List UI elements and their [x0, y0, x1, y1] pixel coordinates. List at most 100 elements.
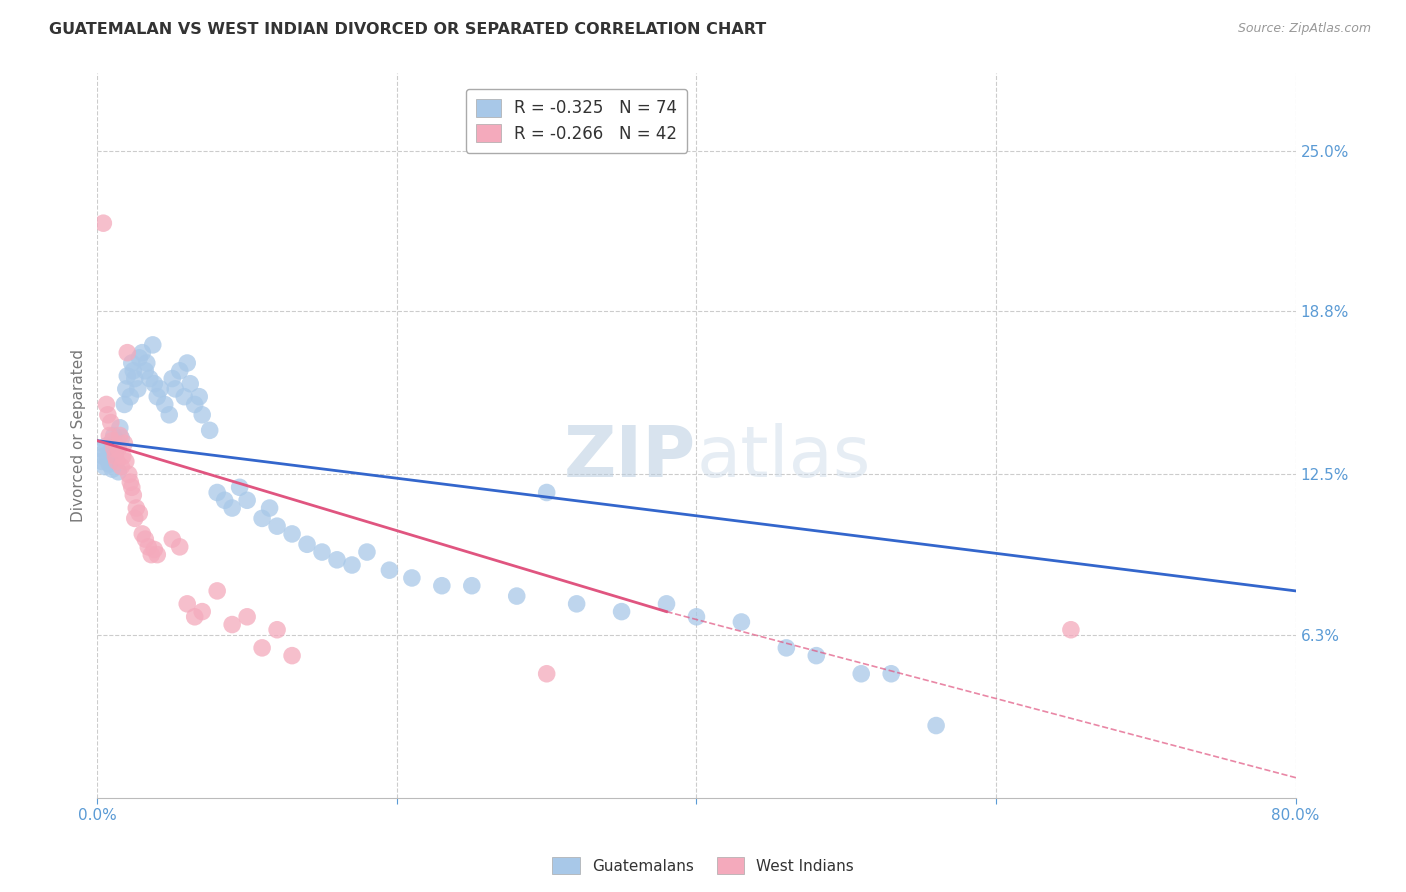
Point [143, 542, 166, 557]
Point [176, 356, 198, 370]
Point [188, 390, 211, 404]
Point [101, 434, 124, 448]
Point [266, 623, 288, 637]
Point [117, 368, 139, 383]
Point [311, 545, 333, 559]
Point [142, 338, 165, 352]
Point [121, 480, 143, 494]
Point [153, 397, 176, 411]
Point [112, 397, 135, 411]
Point [104, 447, 127, 461]
Point [128, 351, 150, 365]
Point [378, 563, 401, 577]
Point [108, 421, 131, 435]
Point [1060, 623, 1083, 637]
Point [266, 519, 288, 533]
Point [94, 459, 117, 474]
Point [401, 571, 423, 585]
Point [103, 442, 125, 456]
Point [506, 589, 529, 603]
Point [89, 442, 111, 456]
Point [191, 408, 214, 422]
Point [98, 457, 121, 471]
Point [97, 408, 120, 422]
Point [143, 376, 166, 391]
Point [139, 371, 162, 385]
Point [100, 416, 122, 430]
Point [536, 485, 558, 500]
Point [97, 451, 120, 466]
Point [775, 640, 797, 655]
Point [236, 609, 259, 624]
Point [191, 605, 214, 619]
Point [221, 501, 243, 516]
Point [880, 666, 903, 681]
Point [430, 579, 453, 593]
Point [183, 609, 205, 624]
Point [149, 382, 172, 396]
Point [356, 545, 378, 559]
Point [96, 397, 118, 411]
Legend: Guatemalans, West Indians: Guatemalans, West Indians [546, 851, 860, 880]
Point [134, 532, 156, 546]
Point [295, 537, 318, 551]
Point [173, 390, 195, 404]
Point [107, 465, 129, 479]
Point [114, 382, 136, 396]
Point [98, 428, 121, 442]
Point [105, 434, 128, 448]
Point [165, 382, 187, 396]
Point [236, 493, 259, 508]
Point [136, 540, 159, 554]
Point [128, 506, 150, 520]
Point [93, 216, 115, 230]
Text: GUATEMALAN VS WEST INDIAN DIVORCED OR SEPARATED CORRELATION CHART: GUATEMALAN VS WEST INDIAN DIVORCED OR SE… [49, 22, 766, 37]
Point [340, 558, 363, 572]
Point [111, 449, 134, 463]
Point [96, 439, 118, 453]
Point [117, 345, 139, 359]
Point [730, 615, 752, 629]
Point [124, 371, 146, 385]
Point [655, 597, 678, 611]
Point [214, 493, 236, 508]
Point [228, 480, 250, 494]
Point [250, 511, 273, 525]
Legend: R = -0.325   N = 74, R = -0.266   N = 42: R = -0.325 N = 74, R = -0.266 N = 42 [465, 88, 688, 153]
Point [685, 609, 707, 624]
Point [105, 454, 128, 468]
Point [141, 548, 163, 562]
Point [110, 459, 132, 474]
Point [110, 431, 132, 445]
Point [125, 501, 148, 516]
Point [281, 648, 304, 663]
Text: ZIP: ZIP [564, 423, 696, 491]
Point [259, 501, 281, 516]
Point [205, 485, 228, 500]
Point [565, 597, 588, 611]
Point [103, 428, 125, 442]
Point [101, 462, 124, 476]
Point [100, 444, 122, 458]
Point [461, 579, 484, 593]
Point [122, 364, 145, 378]
Point [179, 376, 201, 391]
Point [112, 436, 135, 450]
Point [221, 617, 243, 632]
Point [169, 364, 191, 378]
Point [162, 532, 184, 546]
Point [124, 511, 146, 525]
Point [205, 583, 228, 598]
Point [176, 597, 198, 611]
Text: atlas: atlas [696, 423, 870, 491]
Point [131, 345, 153, 359]
Point [104, 449, 127, 463]
Point [851, 666, 873, 681]
Text: Source: ZipAtlas.com: Source: ZipAtlas.com [1237, 22, 1371, 36]
Point [169, 540, 191, 554]
Point [114, 454, 136, 468]
Point [120, 475, 142, 490]
Point [536, 666, 558, 681]
Point [806, 648, 828, 663]
Point [134, 364, 156, 378]
